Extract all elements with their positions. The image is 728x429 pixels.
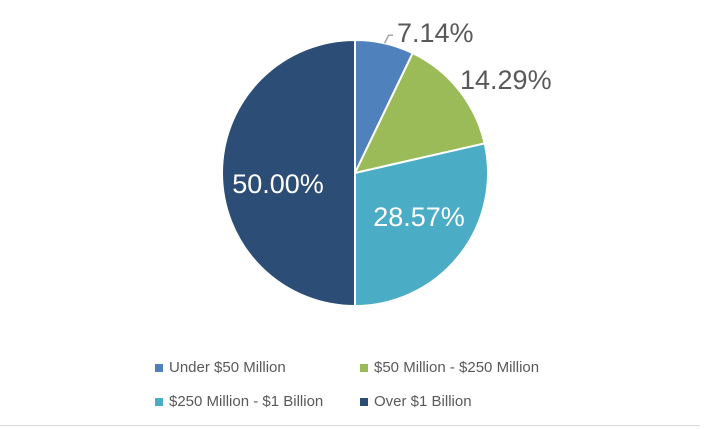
pie-slice-4	[221, 38, 356, 308]
legend-swatch-3	[155, 398, 163, 406]
data-label-4: 50.00%	[232, 169, 324, 199]
data-label-1: 7.14%	[397, 18, 474, 48]
legend-swatch-1	[155, 364, 163, 372]
pie-slices	[221, 38, 489, 308]
legend-label-2: $50 Million - $250 Million	[374, 359, 539, 376]
legend-item-2: $50 Million - $250 Million	[360, 359, 539, 376]
legend-item-1: Under $50 Million	[155, 359, 286, 376]
data-label-3: 28.57%	[373, 202, 465, 232]
data-label-2: 14.29%	[460, 65, 552, 95]
legend-swatch-4	[360, 398, 368, 406]
legend-label-3: $250 Million - $1 Billion	[169, 393, 323, 410]
bottom-divider	[0, 425, 700, 426]
leader-lines	[383, 34, 393, 44]
leader-line-1	[383, 34, 393, 44]
legend: Under $50 Million $50 Million - $250 Mill…	[155, 359, 539, 410]
legend-swatch-2	[360, 364, 368, 372]
legend-label-1: Under $50 Million	[169, 359, 286, 376]
data-labels: 7.14% 14.29% 28.57% 50.00%	[232, 18, 551, 232]
pie-slice-3	[354, 142, 489, 308]
pie-slice-2	[353, 51, 486, 175]
legend-item-4: Over $1 Billion	[360, 393, 472, 410]
legend-label-4: Over $1 Billion	[374, 393, 472, 410]
legend-item-3: $250 Million - $1 Billion	[155, 393, 323, 410]
